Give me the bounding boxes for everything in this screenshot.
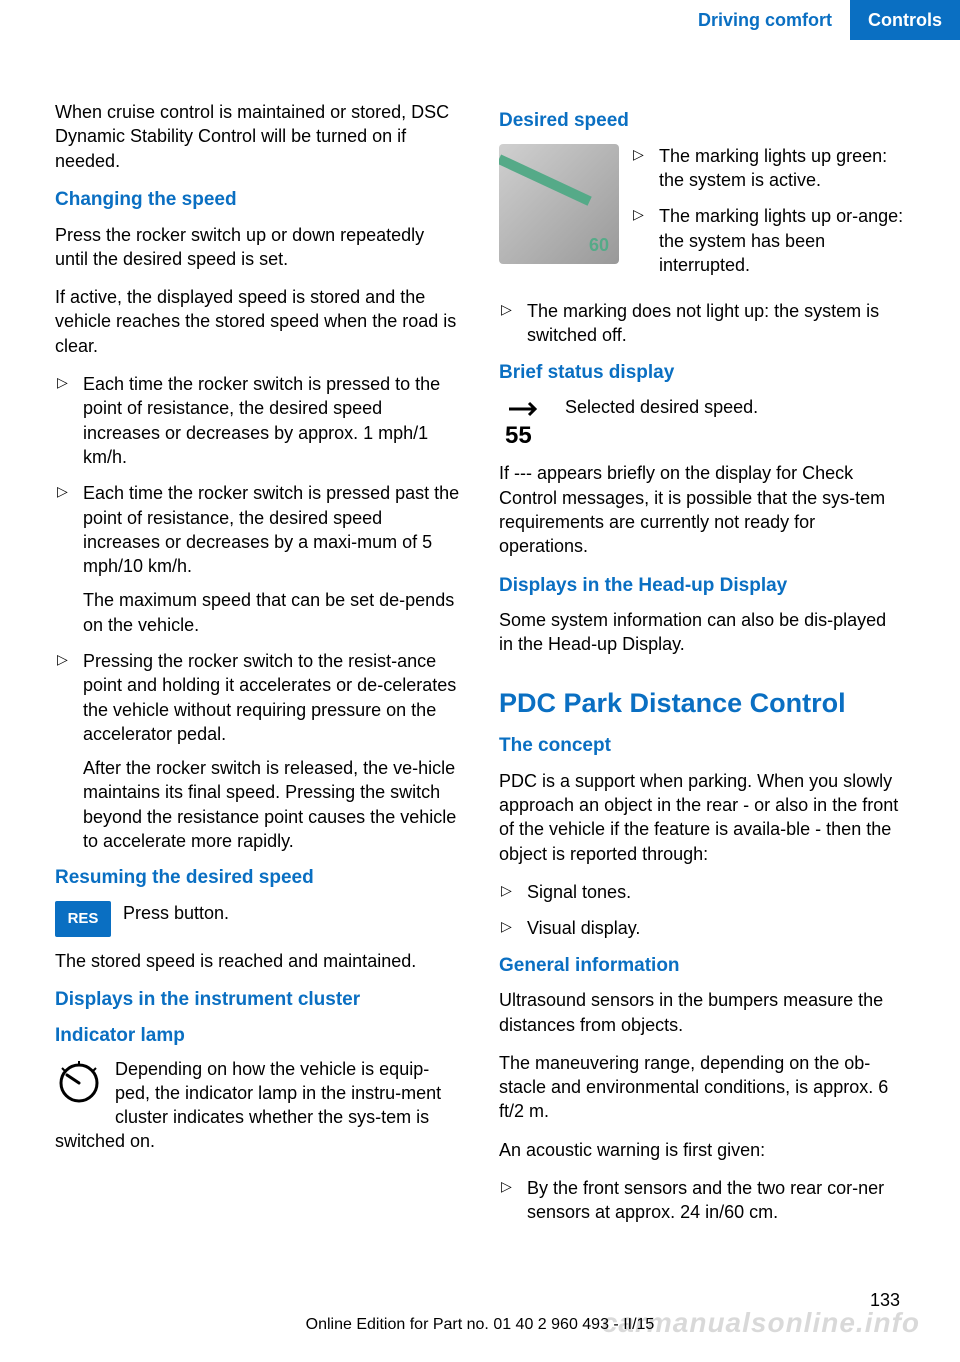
speedometer-gauge-image [499,144,619,264]
bullet-text: The marking lights up or‐ange: the syste… [659,206,903,275]
speedometer-icon [55,1057,103,1105]
resuming-p2: The stored speed is reached and maintain… [55,949,461,973]
changing-speed-heading: Changing the speed [55,187,461,213]
content-columns: When cruise control is maintained or sto… [55,100,905,1237]
list-item: Each time the rocker switch is pressed p… [55,481,461,637]
bullet-text: The marking lights up green: the system … [659,146,887,190]
bullet-subtext: After the rocker switch is released, the… [83,756,461,853]
changing-p2: If active, the displayed speed is stored… [55,285,461,358]
res-label: RES [68,909,99,929]
geninfo-p1: Ultrasound sensors in the bumpers measur… [499,988,905,1037]
desired-speed-block: The marking lights up green: the system … [499,144,905,348]
res-text: Press button. [123,901,229,925]
list-item: Signal tones. [499,880,905,904]
list-item: By the front sensors and the two rear co… [499,1176,905,1225]
list-item: The marking lights up green: the system … [631,144,905,193]
brief-status-row: 55 Selected desired speed. [499,395,905,449]
list-item: Visual display. [499,916,905,940]
general-info-heading: General information [499,953,905,979]
watermark: carmanualsonline.info [602,1304,920,1342]
changing-p1: Press the rocker switch up or down repea… [55,223,461,272]
geninfo-p2: The maneuvering range, depending on the … [499,1051,905,1124]
indicator-paragraph: Depending on how the vehicle is equip‐pe… [55,1057,461,1154]
brief-status-heading: Brief status display [499,360,905,386]
left-column: When cruise control is maintained or sto… [55,100,461,1237]
intro-paragraph: When cruise control is maintained or sto… [55,100,461,173]
concept-list: Signal tones. Visual display. [499,880,905,941]
desired-speed-list-2: The marking does not light up: the syste… [499,299,905,348]
desired-speed-list: The marking lights up green: the system … [631,144,905,289]
bullet-text: Each time the rocker switch is pressed p… [83,483,459,576]
displays-cluster-heading: Displays in the instrument cluster [55,987,461,1013]
res-button-row: RES Press button. [55,901,461,937]
bullet-text: The marking does not light up: the syste… [527,301,879,345]
list-item: The marking does not light up: the syste… [499,299,905,348]
page-header: Driving comfort Controls [680,0,960,40]
hud-text: Some system information can also be dis‐… [499,608,905,657]
bullet-text: Pressing the rocker switch to the resist… [83,651,456,744]
header-section-name: Driving comfort [680,0,850,40]
pdc-heading: PDC Park Distance Control [499,685,905,721]
concept-heading: The concept [499,733,905,759]
header-chapter-name: Controls [850,0,960,40]
indicator-text: Depending on how the vehicle is equip‐pe… [55,1059,441,1152]
bullet-text: Each time the rocker switch is pressed t… [83,374,440,467]
header-section-right-label: Controls [868,10,942,30]
geninfo-list: By the front sensors and the two rear co… [499,1176,905,1225]
hud-heading: Displays in the Head-up Display [499,573,905,599]
desired-speed-heading: Desired speed [499,108,905,134]
bullet-text: Visual display. [527,918,640,938]
res-icon: RES [55,901,111,937]
indicator-lamp-heading: Indicator lamp [55,1023,461,1049]
resuming-heading: Resuming the desired speed [55,865,461,891]
svg-text:55: 55 [505,422,532,449]
brief-status-text: Selected desired speed. [565,395,758,419]
header-section-left-label: Driving comfort [698,10,832,30]
list-item: Each time the rocker switch is pressed t… [55,372,461,469]
bullet-text: Signal tones. [527,882,631,902]
concept-text: PDC is a support when parking. When you … [499,769,905,866]
list-item: The marking lights up or‐ange: the syste… [631,204,905,277]
bullet-text: By the front sensors and the two rear co… [527,1178,884,1222]
res-button-icon: RES [55,901,111,937]
list-item: Pressing the rocker switch to the resist… [55,649,461,853]
brief-status-p2: If --- appears briefly on the display fo… [499,461,905,558]
bullet-subtext: The maximum speed that can be set de‐pen… [83,588,461,637]
changing-speed-list: Each time the rocker switch is pressed t… [55,372,461,853]
right-column: Desired speed The marking lights up gree… [499,100,905,1237]
brief-status-icon: 55 [499,395,553,449]
geninfo-p3: An acoustic warning is first given: [499,1138,905,1162]
